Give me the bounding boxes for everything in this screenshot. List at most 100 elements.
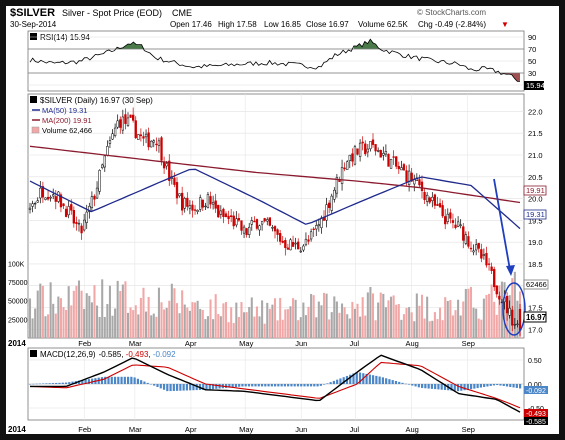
volume-bar: [77, 280, 81, 338]
macd-histogram-bar: [290, 384, 293, 387]
price-candle-body: [377, 150, 380, 152]
macd-histogram-bar: [169, 384, 172, 392]
volume-bar: [194, 302, 197, 338]
macd-histogram-bar: [342, 377, 345, 384]
volume-bar: [485, 294, 488, 338]
price-candle-body: [134, 120, 137, 139]
volume-bar: [343, 307, 346, 338]
price-candle-body: [433, 194, 437, 206]
volume-bar: [75, 285, 78, 338]
macd-histogram-bar: [133, 377, 136, 384]
volume-bar: [250, 297, 253, 338]
volume-bar: [88, 295, 91, 338]
volume-bar: [361, 297, 364, 338]
volume-bar: [240, 302, 243, 338]
macd-histogram-bar: [421, 384, 424, 388]
price-candle-body: [389, 158, 393, 169]
volume-bar: [121, 284, 124, 338]
macd-histogram-bar: [61, 382, 64, 384]
volume-bar: [348, 318, 351, 338]
volume-bar: [328, 319, 331, 338]
macd-histogram-bar: [496, 384, 499, 386]
volume-bar: [173, 288, 176, 338]
month-label: Sep: [462, 425, 475, 434]
volume-bar: [36, 290, 39, 338]
price-candle-body: [374, 144, 377, 152]
macd-histogram-bar: [146, 382, 149, 384]
macd-histogram-bar: [486, 384, 489, 387]
volume-bar: [212, 319, 215, 338]
macd-histogram-bar: [238, 384, 241, 387]
price-tick-label: 20.0: [528, 195, 543, 204]
macd-histogram-bar: [84, 379, 87, 384]
volume-bar: [214, 294, 217, 338]
price-candle-body: [36, 200, 39, 203]
macd-histogram-bar: [489, 384, 492, 386]
macd-line: [30, 354, 521, 413]
macd-histogram-bar: [372, 375, 375, 384]
price-tick-label: 22.0: [528, 107, 543, 116]
macd-histogram-bar: [368, 374, 371, 384]
close-label: Close 16.97: [306, 20, 349, 29]
volume-bar: [490, 284, 493, 338]
price-candle-body: [266, 219, 269, 222]
price-candle-body: [191, 204, 194, 211]
volume-bar: [157, 287, 160, 338]
price-candle-body: [397, 166, 400, 170]
macd-legend-signal: -0.493: [126, 350, 149, 359]
price-tick-label: 18.5: [528, 260, 543, 269]
price-candle-body: [286, 247, 290, 250]
macd-histogram-bar: [512, 384, 515, 388]
price-candle-body: [309, 231, 313, 240]
volume-bar: [341, 303, 344, 338]
price-candle-body: [382, 153, 385, 156]
volume-bar: [279, 297, 282, 338]
price-candle-body: [371, 139, 375, 145]
macd-histogram-bar: [136, 378, 139, 384]
price-candle-body: [304, 238, 308, 246]
price-candle-body: [328, 202, 331, 208]
macd-histogram-bar: [385, 378, 388, 384]
volume-bar: [106, 304, 109, 338]
macd-histogram-bar: [127, 376, 130, 384]
price-candle-body: [475, 244, 478, 251]
macd-histogram-bar: [277, 384, 280, 387]
price-candle-body: [222, 208, 225, 217]
macd-histogram-bar: [381, 377, 384, 384]
price-candle-body: [83, 219, 86, 231]
volume-bar: [235, 302, 238, 338]
price-candle-body: [312, 228, 315, 230]
volume-bar: [449, 299, 452, 338]
macd-histogram-bar: [352, 373, 355, 384]
macd-legend-swatch: [30, 350, 37, 357]
volume-bar: [457, 299, 460, 338]
price-candle-body: [462, 226, 465, 241]
price-candle-body: [395, 156, 398, 167]
price-candle-body: [232, 215, 235, 227]
volume-bar: [80, 290, 83, 338]
price-candle-body: [410, 172, 413, 182]
month-label: Aug: [406, 425, 419, 434]
month-label: Jun: [295, 425, 307, 434]
price-candle-body: [487, 263, 491, 265]
price-candle-body: [70, 204, 73, 211]
ma200-tag-text: 19.91: [526, 186, 545, 195]
price-candle-body: [498, 295, 501, 300]
macd-histogram-bar: [417, 384, 420, 388]
macd-histogram-bar: [414, 384, 417, 387]
macd-signal-tag: [524, 409, 548, 417]
price-candle-body: [518, 308, 522, 331]
volume-bar: [346, 314, 349, 338]
macd-histogram-bar: [156, 384, 159, 388]
month-label: Sep: [462, 339, 475, 348]
macd-histogram-bar: [434, 384, 437, 390]
macd-histogram-bar: [35, 383, 38, 385]
price-candle-body: [39, 187, 42, 199]
rsi-tick-label: 70: [528, 45, 536, 54]
macd-histogram-bar: [153, 384, 156, 386]
price-candle-body: [111, 133, 114, 140]
price-candle-body: [248, 226, 251, 235]
macd-histogram-bar: [189, 384, 192, 391]
macd-histogram-bar: [365, 373, 368, 384]
